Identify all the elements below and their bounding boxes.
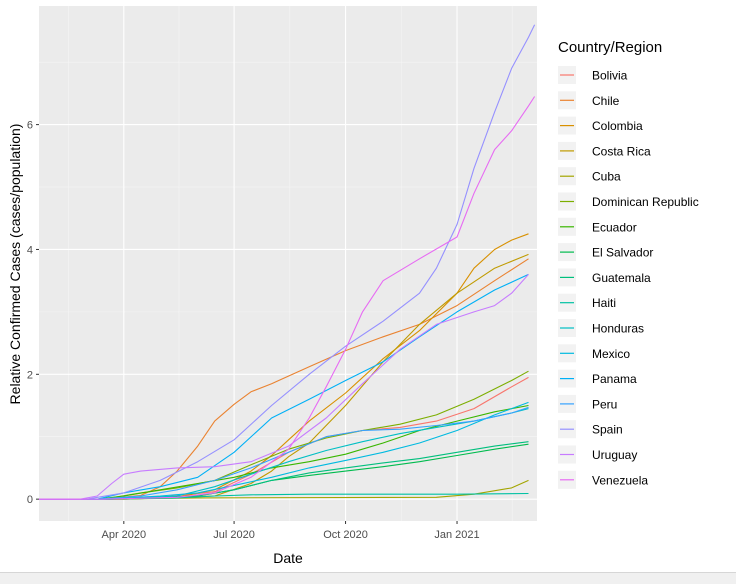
- legend-label-costa-rica: Costa Rica: [592, 144, 651, 158]
- x-axis-title: Date: [273, 550, 303, 566]
- x-tick-label: Apr 2020: [101, 529, 146, 541]
- series-line-spain: [39, 24, 536, 500]
- legend-label-el-salvador: El Salvador: [592, 246, 653, 260]
- legend-title: Country/Region: [558, 39, 662, 56]
- legend-label-haiti: Haiti: [592, 296, 616, 310]
- y-tick-label: 6: [27, 120, 33, 132]
- plot-panel: [39, 6, 537, 521]
- legend-label-venezuela: Venezuela: [592, 473, 648, 487]
- legend-label-mexico: Mexico: [592, 347, 630, 361]
- gridlines: [39, 6, 537, 521]
- legend-label-honduras: Honduras: [592, 322, 644, 336]
- y-axis: 0 2 4 6: [27, 120, 39, 506]
- series-line-ecuador: [39, 404, 529, 500]
- y-axis-title: Relative Confirmed Cases (cases/populati…: [7, 124, 23, 405]
- legend-label-peru: Peru: [592, 397, 617, 411]
- y-tick-label: 2: [27, 369, 33, 381]
- x-tick-label: Jan 2021: [434, 529, 479, 541]
- x-axis: Apr 2020 Jul 2020 Oct 2020 Jan 2021: [101, 521, 480, 541]
- legend: Country/Region Bolivia Chile Colombia Costa…: [558, 39, 699, 489]
- series-line-panama: [39, 273, 529, 500]
- legend-label-cuba: Cuba: [592, 170, 621, 184]
- x-tick-label: Oct 2020: [323, 529, 368, 541]
- legend-label-ecuador: Ecuador: [592, 220, 637, 234]
- series-line-mexico: [39, 401, 529, 500]
- series-line-venezuela: [39, 96, 536, 500]
- series-line-uruguay: [39, 274, 529, 500]
- line-chart: 0 2 4 6 Apr 2020 Jul 2020 Oct 2020 Jan 2021 Da…: [7, 6, 699, 566]
- legend-label-colombia: Colombia: [592, 119, 643, 133]
- legend-label-panama: Panama: [592, 372, 637, 386]
- legend-label-dominican-republic: Dominican Republic: [592, 195, 699, 209]
- legend-label-guatemala: Guatemala: [592, 271, 651, 285]
- x-tick-label: Jul 2020: [213, 529, 255, 541]
- series-line-peru: [39, 406, 529, 500]
- bottom-bar: [0, 572, 736, 584]
- legend-label-uruguay: Uruguay: [592, 448, 637, 462]
- legend-label-spain: Spain: [592, 423, 623, 437]
- y-tick-label: 4: [27, 244, 33, 256]
- y-tick-label: 0: [27, 494, 33, 506]
- series-lines: [39, 24, 536, 500]
- legend-label-chile: Chile: [592, 94, 620, 108]
- legend-label-bolivia: Bolivia: [592, 69, 628, 83]
